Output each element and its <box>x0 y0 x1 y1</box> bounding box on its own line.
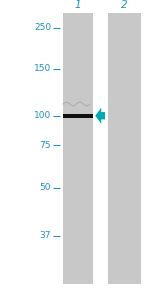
Text: 100: 100 <box>34 111 51 120</box>
FancyArrow shape <box>95 108 105 124</box>
Bar <box>63 13 93 284</box>
Text: 37: 37 <box>39 231 51 240</box>
Text: 1: 1 <box>75 0 81 10</box>
Text: 50: 50 <box>39 183 51 192</box>
Text: 150: 150 <box>34 64 51 73</box>
Text: 250: 250 <box>34 23 51 32</box>
Text: 75: 75 <box>39 141 51 149</box>
Bar <box>108 13 141 284</box>
Text: 2: 2 <box>121 0 128 10</box>
Bar <box>63 114 93 117</box>
